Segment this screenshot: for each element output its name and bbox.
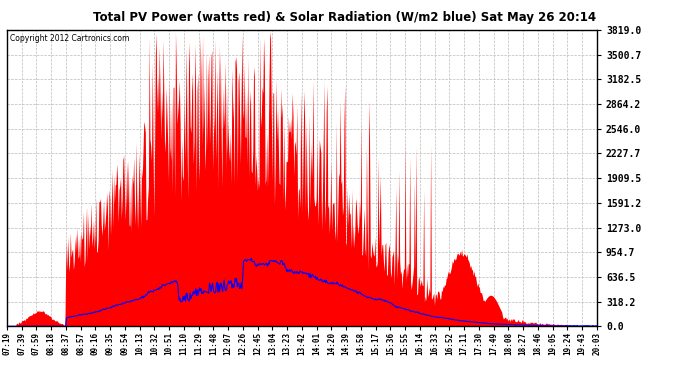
Text: Total PV Power (watts red) & Solar Radiation (W/m2 blue) Sat May 26 20:14: Total PV Power (watts red) & Solar Radia… [93, 11, 597, 24]
Text: Copyright 2012 Cartronics.com: Copyright 2012 Cartronics.com [10, 34, 129, 44]
